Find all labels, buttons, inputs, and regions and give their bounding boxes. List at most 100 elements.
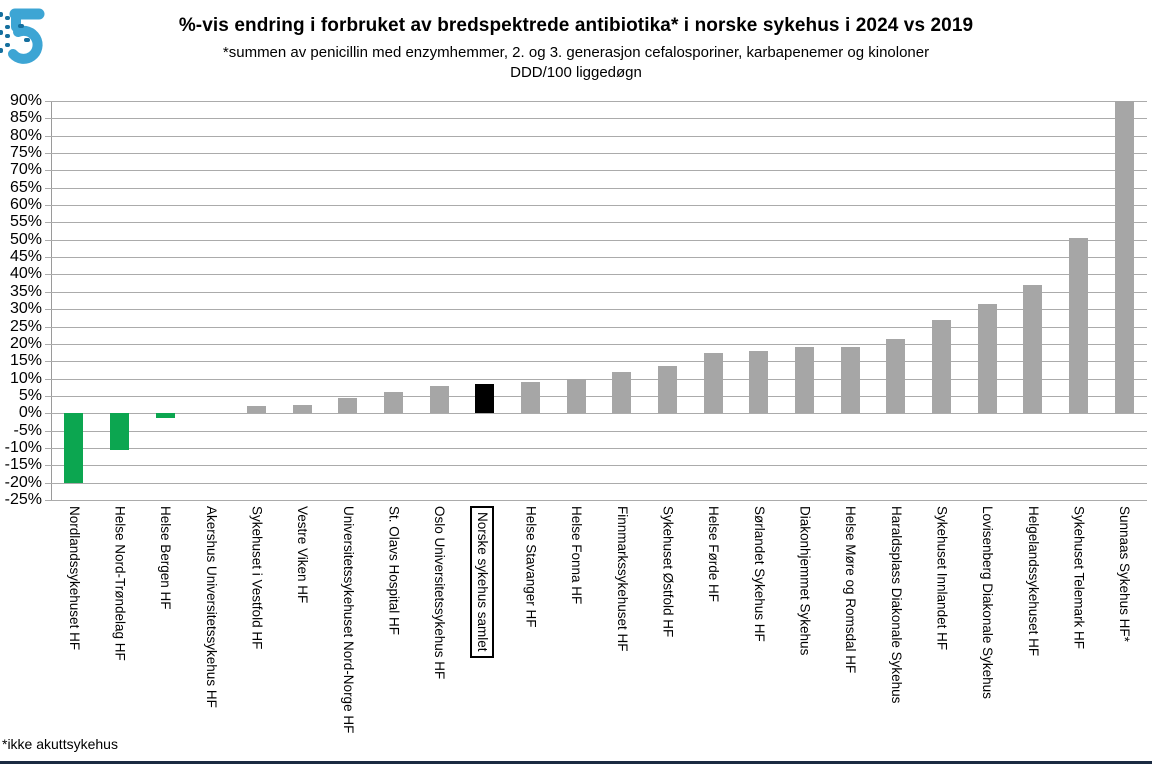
y-tick-label: -10% bbox=[4, 438, 42, 456]
y-axis-tick bbox=[45, 430, 51, 432]
y-tick-label: 25% bbox=[9, 317, 42, 335]
gridline bbox=[51, 170, 1147, 172]
x-category-label: Sykehuset Østfold HF bbox=[660, 506, 676, 638]
x-category-label: Sykehuset Telemark HF bbox=[1071, 506, 1087, 650]
y-tick-label: 20% bbox=[9, 334, 42, 352]
y-axis-tick bbox=[45, 465, 51, 467]
bar-21 bbox=[977, 303, 997, 414]
x-axis-labels: Nordlandssykehuset HF Helse Nord-Trøndela… bbox=[0, 506, 1152, 756]
y-tick-label: 75% bbox=[9, 144, 42, 162]
x-category-label: Nordlandssykehuset HF bbox=[66, 506, 82, 651]
gridline bbox=[51, 153, 1147, 155]
x-category-label: Helse Førde HF bbox=[706, 506, 722, 603]
gridline bbox=[51, 361, 1147, 363]
y-axis-tick bbox=[45, 447, 51, 449]
gridline bbox=[51, 118, 1147, 120]
x-category-label: Finnmarkssykehuset HF bbox=[614, 506, 630, 652]
y-axis-tick bbox=[45, 187, 51, 189]
x-category-label: Haraldsplass Diakonale Sykehus bbox=[888, 506, 904, 704]
bar-12 bbox=[566, 378, 586, 414]
x-category-label: Universitetssykehuset Nord-Norge HF bbox=[340, 506, 356, 734]
gridline bbox=[51, 326, 1147, 328]
x-category-label: Sykehuset i Vestfold HF bbox=[249, 506, 265, 650]
y-axis-tick bbox=[45, 482, 51, 484]
hospital-trust-logo bbox=[0, 4, 52, 66]
y-axis-tick bbox=[45, 500, 51, 501]
bar-1 bbox=[64, 413, 84, 483]
gridline bbox=[51, 274, 1147, 276]
bar-6 bbox=[292, 404, 312, 414]
y-axis-tick bbox=[45, 343, 51, 345]
y-axis-tick bbox=[45, 205, 51, 207]
gridline bbox=[51, 291, 1147, 293]
y-tick-label: 0% bbox=[18, 404, 42, 422]
bar-20 bbox=[932, 319, 951, 414]
y-axis-tick bbox=[45, 274, 51, 276]
bar-13 bbox=[612, 371, 632, 414]
y-tick-label: 35% bbox=[9, 282, 42, 300]
bottom-rule bbox=[0, 761, 1152, 764]
bar-2 bbox=[110, 413, 129, 450]
bar-7 bbox=[338, 397, 358, 414]
x-category-label: Norske sykehus samlet bbox=[469, 506, 494, 658]
x-category-label: St. Olavs Hospital HF bbox=[386, 506, 402, 636]
logo-s-icon bbox=[0, 8, 45, 64]
gridline bbox=[51, 378, 1147, 380]
bar-23 bbox=[1069, 238, 1088, 414]
chart-unit-line: DDD/100 liggedøgn bbox=[510, 64, 642, 81]
x-category-label: Sykehuset Innlandet HF bbox=[934, 506, 950, 651]
y-axis-tick bbox=[45, 413, 51, 415]
y-tick-label: 85% bbox=[9, 109, 42, 127]
y-tick-label: -25% bbox=[4, 491, 42, 508]
bar-11 bbox=[521, 382, 540, 414]
y-tick-label: 10% bbox=[9, 369, 42, 387]
y-axis-labels: 90% 85% 80% 75% 70% 65% 60% 55% 50% 45% 40% 35% 30% 2… bbox=[0, 93, 46, 508]
x-category-label: Helse Fonna HF bbox=[569, 506, 585, 605]
x-category-label: Sunnaas Sykehus HF* bbox=[1117, 506, 1133, 642]
x-category-label: Lovisenberg Diakonale Sykehus bbox=[980, 506, 996, 699]
gridline bbox=[51, 500, 1147, 501]
y-axis-line bbox=[51, 101, 52, 500]
y-axis-tick bbox=[45, 239, 51, 241]
plot-area bbox=[45, 101, 1147, 501]
y-axis-tick bbox=[45, 153, 51, 155]
y-axis-tick bbox=[45, 309, 51, 311]
gridline bbox=[51, 430, 1147, 432]
y-axis-tick bbox=[45, 118, 51, 120]
y-tick-label: 5% bbox=[18, 386, 42, 404]
bar-18 bbox=[840, 347, 860, 414]
y-tick-label: 90% bbox=[9, 92, 42, 109]
gridline bbox=[51, 447, 1147, 449]
x-category-label: Helse Stavanger HF bbox=[523, 506, 539, 628]
y-tick-label: 30% bbox=[9, 300, 42, 318]
y-tick-label: 70% bbox=[9, 161, 42, 179]
bar-14 bbox=[658, 366, 677, 414]
gridline bbox=[51, 309, 1147, 311]
y-axis-tick bbox=[45, 326, 51, 328]
footnote: *ikke akuttsykehus bbox=[2, 736, 118, 752]
y-axis-tick bbox=[45, 257, 51, 259]
bar-19 bbox=[886, 338, 906, 414]
gridline bbox=[51, 101, 1147, 102]
bar-16 bbox=[749, 350, 769, 414]
y-tick-label: 60% bbox=[9, 196, 42, 214]
y-tick-label: 50% bbox=[9, 230, 42, 248]
y-tick-label: 80% bbox=[9, 126, 42, 144]
x-category-label: Helgelandssykehuset HF bbox=[1025, 506, 1041, 657]
gridline bbox=[51, 413, 1147, 415]
bar-22 bbox=[1023, 284, 1043, 414]
y-tick-label: 40% bbox=[9, 265, 42, 283]
gridline bbox=[51, 239, 1147, 241]
bar-24 bbox=[1114, 101, 1134, 414]
bar-10 bbox=[475, 383, 495, 414]
x-category-label: Oslo Universitetssykehus HF bbox=[432, 506, 448, 680]
y-axis-tick bbox=[45, 170, 51, 172]
x-category-label: Vestre Viken HF bbox=[295, 506, 311, 604]
y-tick-label: 15% bbox=[9, 352, 42, 370]
gridline bbox=[51, 257, 1147, 259]
x-category-label: Diakonhjemmet Sykehus bbox=[797, 506, 813, 656]
y-axis-tick bbox=[45, 361, 51, 363]
x-category-label: Sørlandet Sykehus HF bbox=[751, 506, 767, 642]
gridline bbox=[51, 482, 1147, 484]
y-tick-label: 55% bbox=[9, 213, 42, 231]
